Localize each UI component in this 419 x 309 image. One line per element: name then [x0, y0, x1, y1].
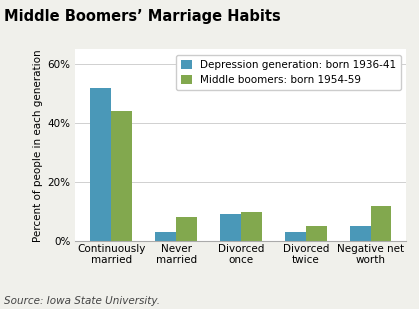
- Y-axis label: Percent of people in each generation: Percent of people in each generation: [34, 49, 44, 242]
- Bar: [91, 88, 111, 241]
- Text: Middle Boomers’ Marriage Habits: Middle Boomers’ Marriage Habits: [4, 9, 281, 24]
- Bar: [241, 212, 262, 241]
- Bar: [155, 232, 176, 241]
- Legend: Depression generation: born 1936-41, Middle boomers: born 1954-59: Depression generation: born 1936-41, Mid…: [176, 55, 401, 90]
- Bar: [371, 206, 391, 241]
- Text: Source: Iowa State University.: Source: Iowa State University.: [4, 296, 160, 306]
- Bar: [350, 226, 371, 241]
- Bar: [176, 218, 197, 241]
- Bar: [220, 214, 241, 241]
- Bar: [306, 226, 326, 241]
- Bar: [285, 232, 306, 241]
- Bar: [111, 111, 132, 241]
